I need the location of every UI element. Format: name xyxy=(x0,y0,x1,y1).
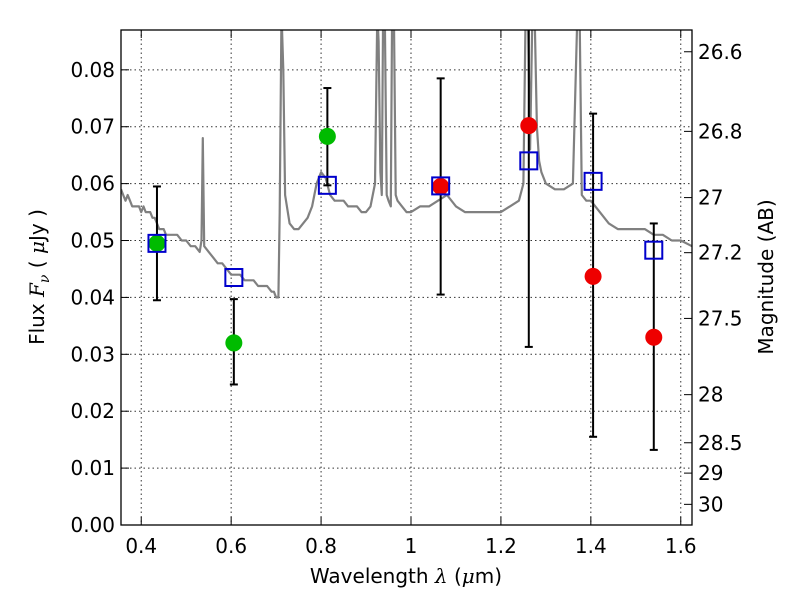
y-tick-label: 0.07 xyxy=(70,115,115,139)
model-point xyxy=(431,176,451,196)
observed-point xyxy=(520,117,538,135)
right-tick-label: 27.5 xyxy=(698,306,743,330)
model-point xyxy=(583,171,603,191)
observed-point xyxy=(225,334,243,352)
observed-point xyxy=(318,127,336,145)
x-tick-label: 1.4 xyxy=(575,534,607,558)
x-tick-label: 0.6 xyxy=(215,534,247,558)
x-tick-label: 1.2 xyxy=(485,534,517,558)
plot-frame xyxy=(120,29,693,526)
x-tick-label: 1.6 xyxy=(665,534,697,558)
model-point xyxy=(317,175,337,195)
right-tick-label: 27.2 xyxy=(698,241,743,265)
right-tick-label: 28.5 xyxy=(698,431,743,455)
x-axis: 0.4 0.6 0.8 1 1.2 1.4 1.6 xyxy=(125,30,697,558)
right-tick-label: 30 xyxy=(698,492,723,516)
plot-area xyxy=(121,30,692,451)
grid xyxy=(121,30,692,526)
spectrum-line xyxy=(121,30,692,299)
model-point xyxy=(147,233,167,253)
y-axis-right-title: Magnitude (AB) xyxy=(754,199,778,354)
observed-point xyxy=(432,177,450,195)
model-points xyxy=(147,151,664,287)
observed-point xyxy=(148,234,166,252)
y-tick-label: 0.04 xyxy=(70,285,115,309)
y-axis-left: 0.00 0.01 0.02 0.03 0.04 0.05 0.06 0.07 0.08 xyxy=(70,58,129,537)
observed-points xyxy=(148,117,663,352)
y-tick-label: 0.01 xyxy=(70,456,115,480)
x-tick-label: 0.4 xyxy=(125,534,157,558)
y-tick-label: 0.06 xyxy=(70,172,115,196)
y-tick-label: 0.08 xyxy=(70,58,115,82)
x-axis-title: Wavelength λ (μm) xyxy=(310,564,502,588)
right-tick-label: 29 xyxy=(698,461,723,485)
y-tick-label: 0.05 xyxy=(70,229,115,253)
right-tick-label: 28 xyxy=(698,383,723,407)
y-tick-label: 0.00 xyxy=(70,513,115,537)
model-point xyxy=(519,151,539,171)
right-tick-label: 27 xyxy=(698,186,723,210)
model-point xyxy=(644,240,664,260)
x-tick-label: 1 xyxy=(405,534,418,558)
right-tick-label: 26.6 xyxy=(698,40,743,64)
observed-point xyxy=(584,267,602,285)
model-point xyxy=(224,268,244,287)
y-tick-label: 0.03 xyxy=(70,342,115,366)
x-tick-label: 0.8 xyxy=(305,534,337,558)
y-tick-label: 0.02 xyxy=(70,399,115,423)
right-tick-label: 26.8 xyxy=(698,119,743,143)
y-axis-right: 26.6 26.8 27 27.2 27.5 28 28.5 29 30 xyxy=(684,40,743,516)
observed-point xyxy=(645,328,663,346)
